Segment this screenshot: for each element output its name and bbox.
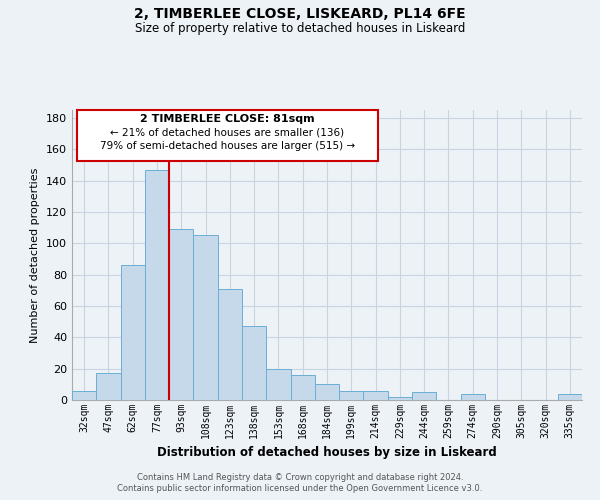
Bar: [290, 375, 315, 400]
Bar: [558, 394, 582, 400]
Bar: [315, 384, 339, 400]
Bar: [461, 394, 485, 400]
Text: Size of property relative to detached houses in Liskeard: Size of property relative to detached ho…: [135, 22, 465, 35]
Bar: [121, 265, 145, 400]
Bar: [412, 392, 436, 400]
X-axis label: Distribution of detached houses by size in Liskeard: Distribution of detached houses by size …: [157, 446, 497, 460]
Text: 79% of semi-detached houses are larger (515) →: 79% of semi-detached houses are larger (…: [100, 140, 355, 150]
Text: Contains HM Land Registry data © Crown copyright and database right 2024.: Contains HM Land Registry data © Crown c…: [137, 472, 463, 482]
Bar: [388, 397, 412, 400]
Bar: [193, 236, 218, 400]
Bar: [339, 390, 364, 400]
Text: Contains public sector information licensed under the Open Government Licence v3: Contains public sector information licen…: [118, 484, 482, 493]
Bar: [218, 288, 242, 400]
Bar: [72, 390, 96, 400]
Text: ← 21% of detached houses are smaller (136): ← 21% of detached houses are smaller (13…: [110, 128, 344, 138]
Text: 2 TIMBERLEE CLOSE: 81sqm: 2 TIMBERLEE CLOSE: 81sqm: [140, 114, 315, 124]
Bar: [169, 229, 193, 400]
Bar: [364, 390, 388, 400]
Bar: [266, 368, 290, 400]
Text: 2, TIMBERLEE CLOSE, LISKEARD, PL14 6FE: 2, TIMBERLEE CLOSE, LISKEARD, PL14 6FE: [134, 8, 466, 22]
Bar: [242, 326, 266, 400]
Bar: [96, 374, 121, 400]
Bar: [145, 170, 169, 400]
Y-axis label: Number of detached properties: Number of detached properties: [31, 168, 40, 342]
